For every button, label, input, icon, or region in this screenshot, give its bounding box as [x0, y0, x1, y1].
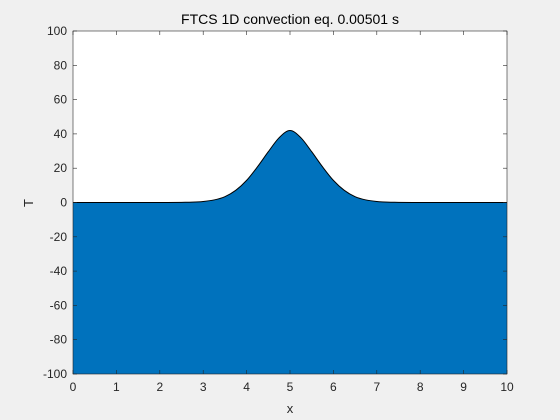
x-tick-label: 4: [243, 380, 250, 394]
area-layer: [73, 129, 507, 374]
area-fill-series-0: [73, 130, 507, 374]
x-tick-label: 5: [287, 380, 294, 394]
area-edge-line-series-0: [73, 129, 507, 204]
x-tick-label: 6: [330, 380, 337, 394]
x-tick-label: 2: [156, 380, 163, 394]
tick-layer: 0 1 2 3 4 5 6 7 8 9 10 -100 -80 -60 -40 -20 0 20 40 60 80 100: [43, 24, 514, 394]
y-axis-label: T: [21, 199, 36, 207]
y-tick-label: 20: [54, 161, 68, 175]
y-tick-label: -80: [50, 333, 68, 347]
y-tick-label: -100: [43, 367, 67, 381]
y-tick-label: 80: [54, 58, 68, 72]
x-tick-label: 8: [417, 380, 424, 394]
x-axis-label: x: [287, 401, 294, 416]
x-tick-label: 7: [373, 380, 380, 394]
y-tick-label: 40: [54, 127, 68, 141]
y-tick-label: -40: [50, 264, 68, 278]
x-tick-label: 10: [500, 380, 514, 394]
y-tick-label: 0: [60, 196, 67, 210]
y-tick-label: 100: [47, 24, 67, 38]
y-tick-label: 60: [54, 93, 68, 107]
x-tick-label: 3: [200, 380, 207, 394]
x-tick-label: 1: [113, 380, 120, 394]
y-tick-label: -20: [50, 230, 68, 244]
x-tick-label: 9: [460, 380, 467, 394]
y-tick-label: -60: [50, 298, 68, 312]
x-tick-label: 0: [70, 380, 77, 394]
chart-title: FTCS 1D convection eq. 0.00501 s: [181, 11, 399, 27]
